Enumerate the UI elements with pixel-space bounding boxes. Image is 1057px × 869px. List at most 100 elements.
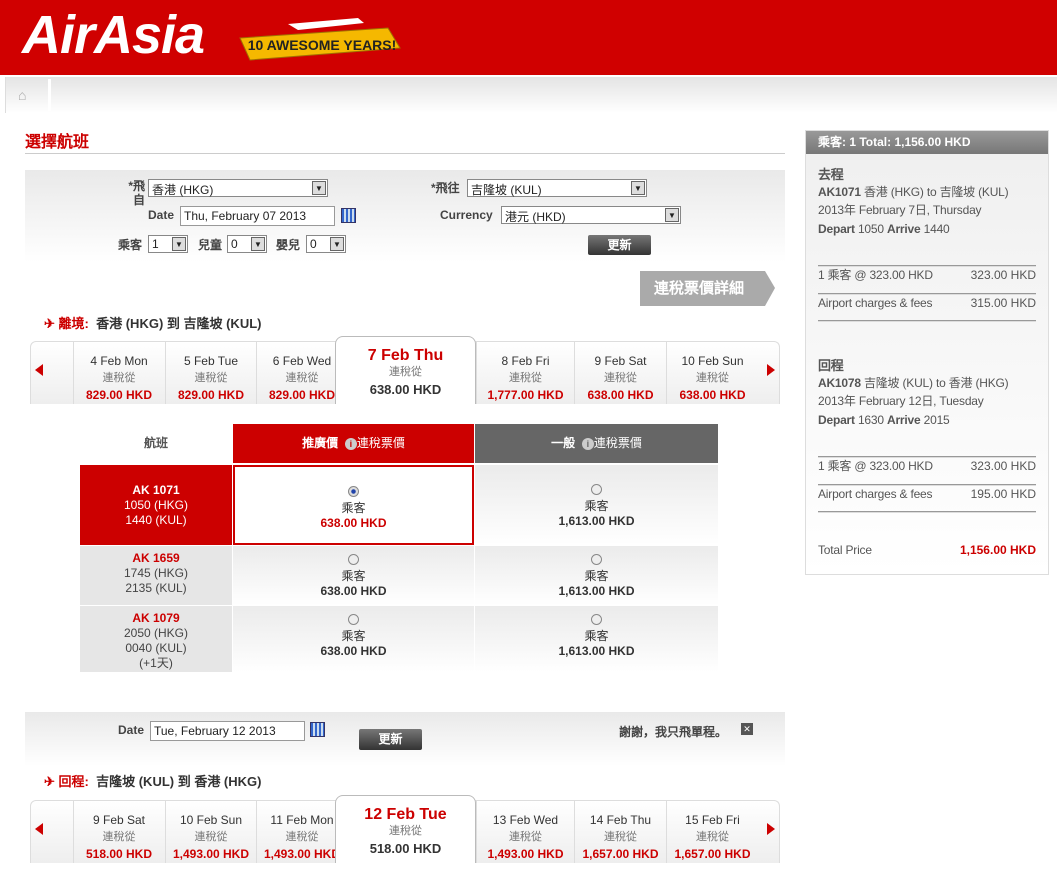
flight-cell: AK 1079 2050 (HKG) 0040 (KUL) (+1天): [80, 606, 232, 672]
lowest-price: 638.00 HKD: [587, 388, 654, 402]
date-tab-5[interactable]: 14 Feb Thu 連稅從 1,657.00 HKD: [574, 801, 666, 863]
date-tab-3[interactable]: 12 Feb Tue 連稅從 518.00 HKD: [335, 795, 476, 863]
regular-fare-cell[interactable]: 乘客 1,613.00 HKD: [475, 606, 718, 672]
return-fees: 195.00 HKD: [970, 487, 1036, 501]
return-update-button[interactable]: 更新: [359, 729, 422, 750]
currency-select[interactable]: 港元 (HKD) ▼: [501, 206, 681, 224]
badge-text: 10 AWESOME YEARS!: [248, 37, 397, 53]
lowest-price: 829.00 HKD: [85, 388, 153, 402]
from-select[interactable]: 香港 (HKG) ▼: [148, 179, 328, 197]
prev-dates-arrow-icon[interactable]: [35, 823, 43, 835]
return-times: Depart 1630 Arrive 2015: [818, 411, 950, 430]
promo-fare-cell[interactable]: 乘客 638.00 HKD: [233, 465, 474, 545]
lowest-price: 1,657.00 HKD: [582, 847, 659, 861]
to-label: *飛往: [431, 181, 460, 195]
page-title: 選擇航班: [25, 134, 90, 151]
chevron-down-icon: ▼: [172, 237, 186, 251]
outbound-times: Depart 1050 Arrive 1440: [818, 220, 950, 239]
date-label: 5 Feb Tue: [183, 354, 239, 368]
date-tab-6[interactable]: 15 Feb Fri 連稅從 1,657.00 HKD: [666, 801, 758, 863]
date-tab-0[interactable]: 9 Feb Sat 連稅從 518.00 HKD: [73, 801, 164, 863]
date-tab-1[interactable]: 10 Feb Sun 連稅從 1,493.00 HKD: [165, 801, 256, 863]
tax-from-label: 連稅從: [102, 831, 136, 843]
divider: [818, 484, 1036, 486]
10-awesome-years-badge: 10 AWESOME YEARS!: [239, 18, 401, 61]
from-label: *飛自: [128, 179, 145, 207]
date-label: 9 Feb Sat: [594, 354, 647, 368]
return-title: 回程: [818, 358, 844, 373]
promo-fare-cell[interactable]: 乘客 638.00 HKD: [233, 546, 474, 605]
return-fees-label: Airport charges & fees: [818, 487, 933, 501]
flight-cell: AK 1659 1745 (HKG) 2135 (KUL): [80, 546, 232, 605]
fare-radio[interactable]: [591, 614, 602, 625]
promo-fare-cell[interactable]: 乘客 638.00 HKD: [233, 606, 474, 672]
to-value: 吉隆坡 (KUL): [471, 183, 542, 197]
arrive-time: 2135 (KUL): [125, 581, 187, 595]
next-dates-arrow-icon[interactable]: [767, 823, 775, 835]
date-tab-2[interactable]: 11 Feb Mon 連稅從 1,493.00 HKD: [256, 801, 347, 863]
airasia-logo[interactable]: AirAsia: [22, 5, 205, 65]
fare-radio[interactable]: [348, 614, 359, 625]
lowest-price: 638.00 HKD: [369, 382, 442, 397]
return-flight: AK1078 吉隆坡 (KUL) to 香港 (HKG): [818, 374, 1009, 393]
date-tab-2[interactable]: 6 Feb Wed 連稅從 829.00 HKD: [256, 342, 347, 404]
lowest-price: 829.00 HKD: [177, 388, 245, 402]
date-tab-4[interactable]: 13 Feb Wed 連稅從 1,493.00 HKD: [476, 801, 574, 863]
divider: [818, 456, 1036, 458]
return-date-input[interactable]: Tue, February 12 2013: [150, 721, 305, 741]
search-form: *飛自 香港 (HKG) ▼ Date Thu, February 07 2013…: [25, 170, 785, 262]
calendar-icon[interactable]: [310, 722, 325, 737]
close-icon[interactable]: ✕: [741, 723, 753, 735]
regular-fare-cell[interactable]: 乘客 1,613.00 HKD: [475, 546, 718, 605]
date-label: 10 Feb Sun: [681, 354, 744, 368]
home-icon[interactable]: ⌂: [18, 87, 27, 103]
date-tab-6[interactable]: 10 Feb Sun 連稅從 638.00 HKD: [666, 342, 758, 404]
infant-label: 嬰兒: [276, 238, 301, 252]
adult-value: 1: [152, 237, 159, 251]
date-tab-0[interactable]: 4 Feb Mon 連稅從 829.00 HKD: [73, 342, 164, 404]
plane-takeoff-icon: ✈: [44, 316, 55, 331]
child-select[interactable]: 0 ▼: [227, 235, 267, 253]
tax-from-label: 連稅從: [285, 831, 319, 843]
prev-dates-arrow-icon[interactable]: [35, 364, 43, 376]
column-header-regular: 一般 i 連稅票價: [475, 424, 718, 463]
regular-fare-cell[interactable]: 乘客 1,613.00 HKD: [475, 465, 718, 545]
return-label: 回程:: [58, 774, 89, 789]
plane-landing-icon: ✈: [44, 774, 55, 789]
tax-from-label: 連稅從: [696, 372, 729, 384]
chevron-down-icon: ▼: [665, 208, 679, 222]
return-fare-label: 1 乘客 @ 323.00 HKD: [818, 459, 933, 473]
lowest-price: 1,777.00 HKD: [487, 388, 564, 402]
divider: [818, 511, 1036, 513]
arrive-time: 1440 (KUL): [125, 513, 187, 527]
update-button[interactable]: 更新: [588, 235, 651, 255]
info-icon[interactable]: i: [344, 438, 357, 450]
info-icon[interactable]: i: [581, 438, 594, 450]
flight-cell: AK 1071 1050 (HKG) 1440 (KUL): [80, 465, 232, 545]
passenger-label: 乘客: [341, 501, 366, 515]
fare-radio[interactable]: [591, 484, 602, 495]
arrive-time: 2015: [920, 413, 950, 427]
outbound-flight: AK1071 香港 (HKG) to 吉隆坡 (KUL): [818, 183, 1009, 202]
adult-select[interactable]: 1 ▼: [148, 235, 188, 253]
date-tab-5[interactable]: 9 Feb Sat 連稅從 638.00 HKD: [574, 342, 666, 404]
fare-radio[interactable]: [348, 554, 359, 565]
fare-price: 638.00 HKD: [320, 516, 387, 530]
lowest-price: 518.00 HKD: [85, 847, 153, 861]
fare-price: 1,613.00 HKD: [558, 584, 635, 598]
to-select[interactable]: 吉隆坡 (KUL) ▼: [467, 179, 647, 197]
next-dates-arrow-icon[interactable]: [767, 364, 775, 376]
date-tab-3[interactable]: 7 Feb Thu 連稅從 638.00 HKD: [335, 336, 476, 404]
depart-date-input[interactable]: Thu, February 07 2013: [180, 206, 335, 226]
tax-fare-details-button[interactable]: 連稅票價詳細: [640, 271, 775, 306]
one-way-link[interactable]: 謝謝，我只飛單程。: [619, 725, 728, 739]
fare-radio[interactable]: [591, 554, 602, 565]
infant-select[interactable]: 0 ▼: [306, 235, 346, 253]
date-tab-1[interactable]: 5 Feb Tue 連稅從 829.00 HKD: [165, 342, 256, 404]
return-date-label: Date: [118, 723, 145, 737]
date-tab-4[interactable]: 8 Feb Fri 連稅從 1,777.00 HKD: [476, 342, 574, 404]
fare-radio[interactable]: [348, 486, 359, 497]
calendar-icon[interactable]: [341, 208, 356, 223]
depart-time: 1745 (HKG): [123, 566, 189, 580]
return-date-strip: 9 Feb Sat 連稅從 518.00 HKD 10 Feb Sun 連稅從 1,493…: [30, 795, 780, 863]
